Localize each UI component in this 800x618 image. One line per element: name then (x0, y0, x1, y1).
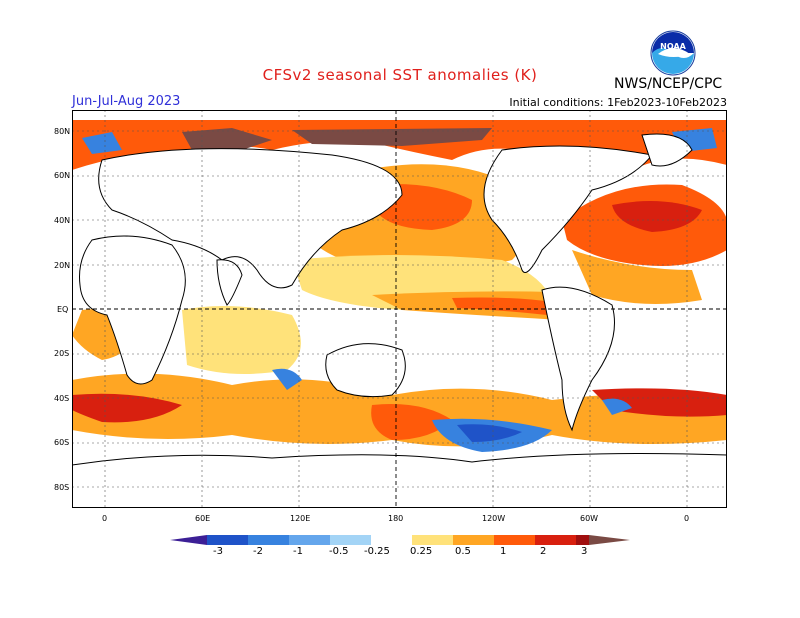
colorbar-label: -1 (293, 546, 303, 557)
anomaly-region-tasman (371, 404, 452, 440)
lon-label-60e: 60E (195, 514, 211, 523)
map-frame (72, 110, 727, 508)
colorbar-swatch (248, 535, 289, 545)
coastlines (72, 133, 727, 508)
lat-label-40s: 40S (54, 394, 70, 403)
anomaly-region-cold (602, 398, 632, 415)
initial-conditions-label: Initial conditions: 1Feb2023-10Feb2023 (509, 96, 727, 109)
colorbar-swatch (494, 535, 535, 545)
colorbar-swatch (330, 535, 371, 545)
colorbar-label: 0.25 (410, 546, 433, 557)
anomaly-region-enso-strong (452, 297, 552, 315)
continent-africa (79, 235, 186, 385)
colorbar-swatch (576, 535, 589, 545)
map-svg (72, 110, 727, 508)
lat-label-40n: 40N (54, 216, 71, 225)
anomaly-region-arctic-extreme (182, 128, 272, 150)
anomaly-region-cold (272, 368, 302, 390)
equator-dateline (72, 110, 727, 508)
lon-label-0: 0 (102, 514, 108, 523)
logo-text: NOAA (660, 42, 686, 51)
colorbar-swatch (207, 535, 248, 545)
colorbar-label: 0.5 (455, 546, 471, 557)
colorbar-swatch (170, 535, 207, 545)
colorbar-label: 2 (540, 546, 547, 557)
anomaly-region-cold (82, 132, 122, 154)
lon-label-120w: 120W (482, 514, 506, 523)
colorbar-label: 1 (500, 546, 507, 557)
lon-label-60w: 60W (580, 514, 599, 523)
colorbar-label: -0.25 (364, 546, 390, 557)
anomaly-region-indian-ocean (182, 306, 301, 374)
colorbar-swatch (453, 535, 494, 545)
colorbar-swatch (289, 535, 330, 545)
lat-label-60n: 60N (54, 171, 71, 180)
anomaly-region-north-atlantic-strong (612, 201, 702, 232)
noaa-logo: NOAA (650, 30, 696, 76)
lat-label-eq: EQ (57, 305, 69, 314)
colorbar-swatch (371, 535, 412, 545)
continent-antarctica (72, 453, 727, 508)
colorbar (170, 535, 630, 545)
continent-greenland (641, 133, 693, 167)
lat-label-60s: 60S (54, 438, 70, 447)
lon-label-0-east: 0 (684, 514, 690, 523)
continent-south-america (541, 286, 615, 432)
lat-label-80s: 80S (54, 483, 70, 492)
organization-label: NWS/NCEP/CPC (614, 76, 723, 92)
lat-label-20s: 20S (54, 349, 70, 358)
colorbar-label: -2 (253, 546, 263, 557)
lon-label-180: 180 (388, 514, 404, 523)
colorbar-label: -3 (213, 546, 223, 557)
colorbar-swatch (412, 535, 453, 545)
page-title: CFSv2 seasonal SST anomalies (K) (262, 66, 538, 84)
season-label: Jun-Jul-Aug 2023 (72, 94, 181, 109)
lat-label-20n: 20N (54, 261, 71, 270)
lat-label-80n: 80N (54, 127, 71, 136)
anomaly-region-tropical-atlantic (572, 250, 702, 304)
lon-label-120e: 120E (290, 514, 311, 523)
sst-anomaly-map (72, 110, 727, 508)
continent-australia (325, 343, 406, 398)
colorbar-label: 3 (581, 546, 588, 557)
anomaly-region-south-indian-strong (72, 393, 182, 423)
colorbar-swatch (535, 535, 576, 545)
continent-india (216, 259, 243, 306)
graticule (72, 110, 727, 508)
anomaly-region-arctic-extreme (292, 128, 492, 146)
continent-eurasia (98, 148, 403, 289)
colorbar-label: -0.5 (329, 546, 349, 557)
anomaly-region-southern-cold-strong (457, 424, 522, 442)
colorbar-swatch (589, 535, 630, 545)
